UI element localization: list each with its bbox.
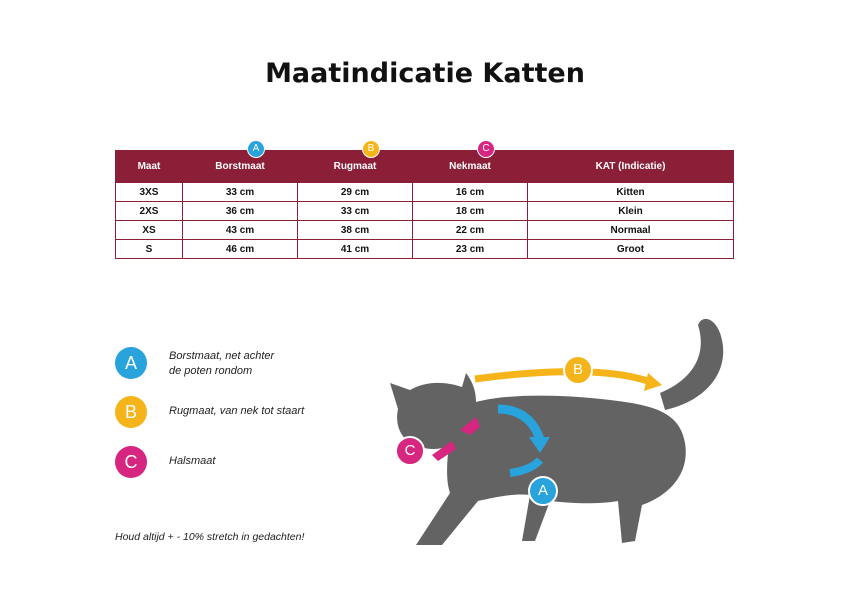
header-maat: Maat	[115, 150, 183, 183]
diagram-badge-b: B	[563, 355, 593, 385]
table-cell: S	[115, 239, 183, 259]
size-table: Maat Borstmaat A Rugmaat B Nekmaat C KAT…	[115, 140, 734, 259]
table-cell: 33 cm	[297, 201, 413, 221]
header-nekmaat: Nekmaat C	[412, 140, 528, 183]
table-cell: XS	[115, 220, 183, 240]
table-cell: 38 cm	[297, 220, 413, 240]
table-row: S 46 cm 41 cm 23 cm Groot	[115, 239, 734, 259]
table-cell: 23 cm	[412, 239, 528, 259]
legend-badge-b: B	[115, 396, 147, 428]
table-cell: 41 cm	[297, 239, 413, 259]
table-cell: Normaal	[527, 220, 734, 240]
table-cell: 46 cm	[182, 239, 298, 259]
table-cell: 33 cm	[182, 182, 298, 202]
header-kat-indicatie: KAT (Indicatie)	[527, 150, 734, 183]
table-row: 2XS 36 cm 33 cm 18 cm Klein	[115, 201, 734, 221]
badge-b: B	[362, 140, 380, 158]
table-cell: 3XS	[115, 182, 183, 202]
header-borstmaat: Borstmaat A	[182, 140, 298, 183]
legend-text-b: Rugmaat, van nek tot staart	[169, 405, 305, 417]
page-title: Maatindicatie Katten	[265, 58, 585, 89]
stretch-note: Houd altijd + - 10% stretch in gedachten…	[115, 531, 305, 543]
table-row: 3XS 33 cm 29 cm 16 cm Kitten	[115, 182, 734, 202]
table-cell: 22 cm	[412, 220, 528, 240]
table-header-row: Maat Borstmaat A Rugmaat B Nekmaat C KAT…	[115, 140, 734, 183]
diagram-badge-a: A	[528, 476, 558, 506]
diagram-badge-c: C	[395, 436, 425, 466]
table-cell: 16 cm	[412, 182, 528, 202]
table-cell: Klein	[527, 201, 734, 221]
badge-a: A	[247, 140, 265, 158]
table-cell: 18 cm	[412, 201, 528, 221]
table-cell: Groot	[527, 239, 734, 259]
badge-c: C	[477, 140, 495, 158]
table-cell: Kitten	[527, 182, 734, 202]
cat-silhouette-icon	[390, 318, 724, 545]
table-cell: 29 cm	[297, 182, 413, 202]
table-cell: 36 cm	[182, 201, 298, 221]
legend-text-c: Halsmaat	[169, 455, 216, 467]
legend-badge-c: C	[115, 446, 147, 478]
legend-text-a: Borstmaat, net achter de poten rondom	[169, 350, 275, 377]
table-row: XS 43 cm 38 cm 22 cm Normaal	[115, 220, 734, 240]
legend-badge-a: A	[115, 347, 147, 379]
table-cell: 43 cm	[182, 220, 298, 240]
header-rugmaat: Rugmaat B	[297, 140, 413, 183]
table-cell: 2XS	[115, 201, 183, 221]
